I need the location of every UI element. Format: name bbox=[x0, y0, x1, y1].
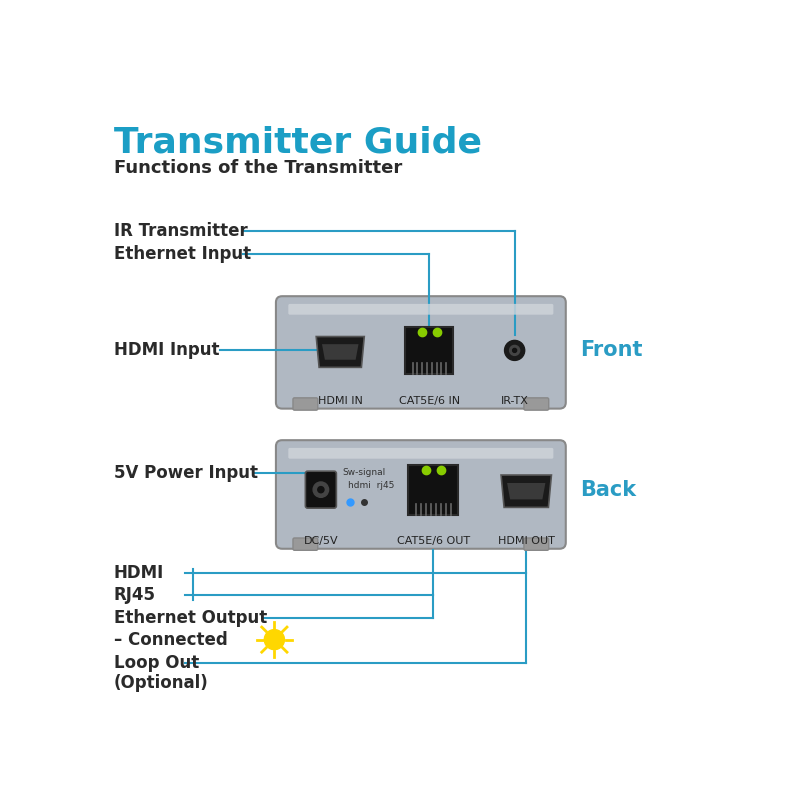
Text: Front: Front bbox=[581, 341, 643, 361]
Text: IR Transmitter: IR Transmitter bbox=[114, 222, 248, 240]
Polygon shape bbox=[322, 344, 358, 360]
Text: HDMI OUT: HDMI OUT bbox=[498, 537, 554, 546]
Polygon shape bbox=[316, 337, 364, 367]
Text: CAT5E/6 OUT: CAT5E/6 OUT bbox=[397, 537, 470, 546]
Text: IR-TX: IR-TX bbox=[501, 396, 529, 406]
Text: hdmi  rj45: hdmi rj45 bbox=[348, 482, 394, 490]
FancyBboxPatch shape bbox=[524, 538, 549, 550]
FancyBboxPatch shape bbox=[293, 538, 318, 550]
Polygon shape bbox=[507, 483, 546, 499]
Circle shape bbox=[513, 349, 517, 353]
Text: HDMI: HDMI bbox=[114, 565, 164, 582]
Text: Ethernet Output: Ethernet Output bbox=[114, 609, 267, 627]
Text: 5V Power Input: 5V Power Input bbox=[114, 464, 258, 482]
Circle shape bbox=[505, 340, 525, 361]
Text: DC/5V: DC/5V bbox=[303, 537, 338, 546]
Text: CAT5E/6 IN: CAT5E/6 IN bbox=[399, 396, 460, 406]
FancyBboxPatch shape bbox=[406, 326, 454, 374]
Text: HDMI Input: HDMI Input bbox=[114, 341, 219, 359]
FancyBboxPatch shape bbox=[293, 398, 318, 410]
Text: HDMI IN: HDMI IN bbox=[318, 396, 362, 406]
FancyBboxPatch shape bbox=[524, 398, 549, 410]
FancyBboxPatch shape bbox=[288, 304, 554, 314]
Circle shape bbox=[510, 346, 520, 355]
Circle shape bbox=[313, 482, 329, 498]
FancyBboxPatch shape bbox=[408, 465, 458, 514]
Circle shape bbox=[318, 486, 324, 493]
Text: Loop Out: Loop Out bbox=[114, 654, 199, 673]
FancyBboxPatch shape bbox=[288, 448, 554, 458]
Text: RJ45: RJ45 bbox=[114, 586, 156, 604]
Text: Ethernet Input: Ethernet Input bbox=[114, 245, 251, 263]
Text: Transmitter Guide: Transmitter Guide bbox=[114, 126, 482, 159]
Text: Sw-signal: Sw-signal bbox=[342, 468, 386, 478]
FancyBboxPatch shape bbox=[276, 296, 566, 409]
FancyBboxPatch shape bbox=[276, 440, 566, 549]
Text: (Optional): (Optional) bbox=[114, 674, 209, 692]
Text: Back: Back bbox=[581, 480, 637, 500]
Text: – Connected: – Connected bbox=[114, 630, 228, 649]
Polygon shape bbox=[501, 475, 551, 507]
Text: Functions of the Transmitter: Functions of the Transmitter bbox=[114, 159, 402, 177]
FancyBboxPatch shape bbox=[306, 471, 336, 508]
Circle shape bbox=[264, 630, 285, 650]
